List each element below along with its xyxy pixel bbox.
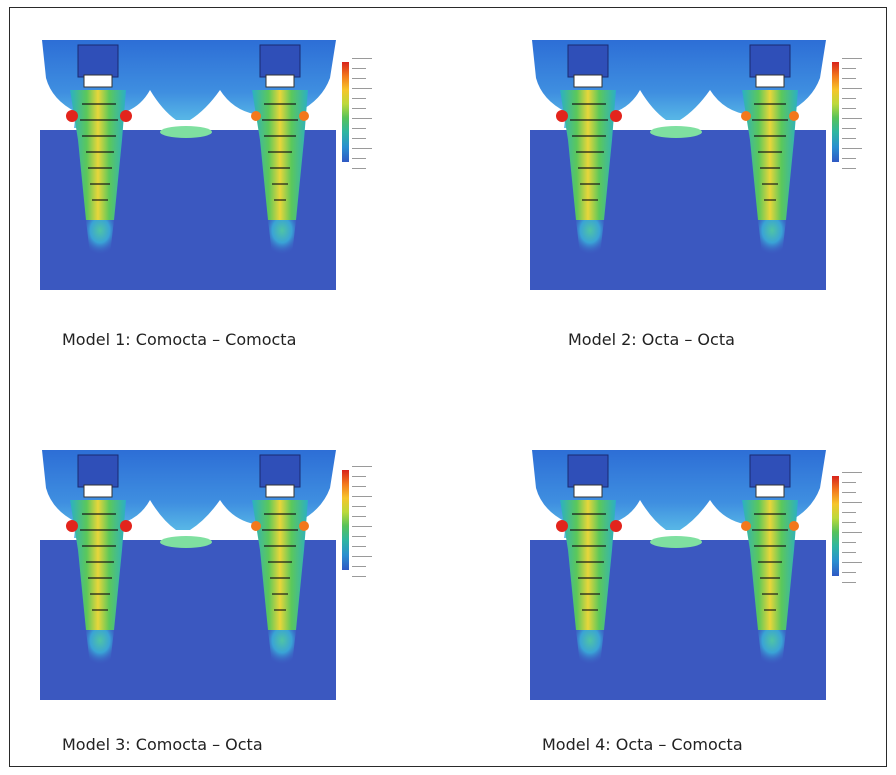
color-scale-bar [342,470,349,570]
color-scale-bar [832,476,839,576]
implant-right [251,454,309,665]
color-scale-ticks [842,58,872,169]
model-caption: Model 1: Comocta – Comocta [62,330,297,349]
color-scale-ticks [842,472,872,583]
model-caption: Model 4: Octa – Comocta [542,735,743,754]
implant-left [66,454,132,665]
pontic-contact [650,126,702,138]
color-scale-ticks [352,58,382,169]
implant-left [66,44,132,255]
pontic-contact [160,536,212,548]
stress-contour-plot [40,40,336,290]
implant-left [556,44,622,255]
model-caption: Model 2: Octa – Octa [568,330,735,349]
pontic-contact [650,536,702,548]
stress-contour-plot [530,450,826,700]
color-scale-bar [832,62,839,162]
implant-right [741,454,799,665]
implant-right [741,44,799,255]
stress-contour-plot [40,450,336,700]
stress-contour-plot [530,40,826,290]
implant-right [251,44,309,255]
color-scale-ticks [352,466,382,577]
model-panel-4 [520,430,840,700]
model-panel-1 [30,20,350,290]
implant-left [556,454,622,665]
color-scale-bar [342,62,349,162]
model-panel-3 [30,430,350,700]
model-panel-2 [520,20,840,290]
model-caption: Model 3: Comocta – Octa [62,735,263,754]
pontic-contact [160,126,212,138]
